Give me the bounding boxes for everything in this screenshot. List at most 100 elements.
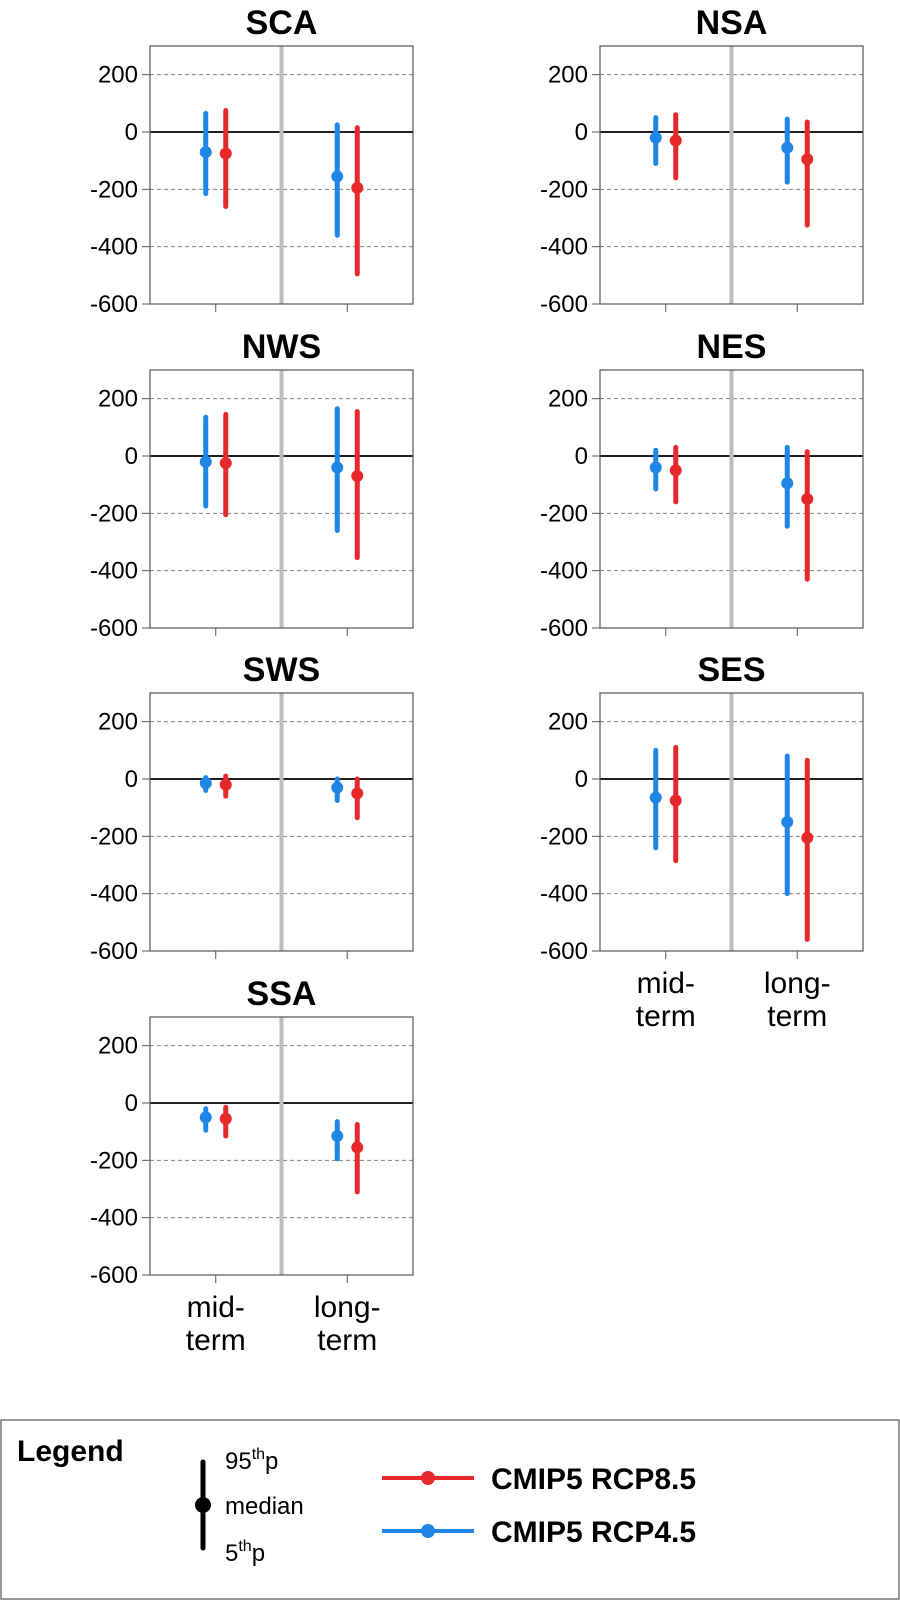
x-category-label: mid-	[637, 967, 695, 1000]
panel-title: SWS	[243, 651, 320, 689]
panel-title: NWS	[242, 328, 321, 366]
rcp85-median-long	[351, 787, 364, 800]
legend-title: Legend	[17, 1435, 124, 1468]
plot-frame	[599, 692, 864, 952]
rcp85-median-long	[801, 831, 814, 844]
y-tick-label: -400	[540, 234, 588, 261]
y-tick-label: 200	[98, 709, 138, 736]
rcp85-median-mid	[669, 464, 682, 477]
y-tick-label: -200	[540, 176, 588, 203]
y-tick-label: -400	[90, 881, 138, 908]
rcp45-median-long	[331, 781, 344, 794]
rcp85-median-mid	[669, 794, 682, 807]
y-tick-label: -200	[90, 500, 138, 527]
panel-title: NSA	[696, 4, 768, 42]
y-tick-label: 0	[125, 443, 138, 470]
x-category-label: term	[317, 1324, 377, 1357]
rcp85-median-long	[351, 470, 364, 483]
rcp45-median-mid	[649, 461, 662, 474]
panel-title: SSA	[247, 975, 317, 1013]
panel-nsa: NSA 200 0 -200 -400 -600	[540, 4, 864, 318]
y-tick-label: 200	[98, 1033, 138, 1060]
panels: SCA2000-200-400-600NSA2000-200-400-600NW…	[90, 4, 864, 1357]
y-tick-label: -200	[90, 176, 138, 203]
legend-rcp45-marker	[421, 1524, 435, 1538]
plot-frame	[149, 369, 414, 629]
y-tick-label: 0	[575, 766, 588, 793]
y-tick-label: -400	[540, 558, 588, 585]
x-category-label: term	[767, 1000, 827, 1033]
legend-key-marker	[195, 1497, 211, 1513]
x-category-label: long-	[764, 967, 831, 1000]
x-category-label: term	[636, 1000, 696, 1033]
y-tick-label: 0	[125, 1090, 138, 1117]
y-tick-label: 0	[575, 119, 588, 146]
legend-rcp85-label: CMIP5 RCP8.5	[491, 1463, 696, 1496]
rcp45-median-long	[781, 816, 794, 828]
rcp85-median-long	[801, 153, 814, 166]
rcp45-median-mid	[649, 791, 662, 804]
rcp45-median-mid	[199, 1111, 212, 1124]
rcp85-median-long	[801, 493, 814, 505]
rcp45-median-mid	[199, 777, 212, 790]
y-tick-label: -400	[540, 881, 588, 908]
y-tick-label: -400	[90, 1205, 138, 1232]
y-tick-label: -600	[540, 938, 588, 965]
panel-nws: NWS 200 0 -200 -400 -600	[90, 328, 414, 642]
panel-nes: NES 200 0 -200 -400 -600	[540, 328, 864, 642]
rcp85-median-mid	[219, 1112, 232, 1125]
y-tick-label: -200	[540, 500, 588, 527]
panel-title: SES	[697, 651, 765, 689]
rcp85-median-mid	[669, 134, 682, 147]
rcp85-median-mid	[219, 147, 232, 160]
panel-title: NES	[697, 328, 767, 366]
rcp45-median-long	[781, 141, 794, 154]
x-category-label: mid-	[187, 1291, 245, 1324]
y-tick-label: 0	[125, 766, 138, 793]
legend-p5-label: 5thp	[225, 1538, 265, 1567]
legend-p95-label: 95thp	[225, 1446, 278, 1475]
rcp45-median-mid	[199, 146, 212, 159]
y-tick-label: 200	[98, 386, 138, 413]
y-tick-label: -600	[90, 615, 138, 642]
y-tick-label: -200	[540, 823, 588, 850]
rcp45-median-mid	[649, 131, 662, 144]
rcp85-median-long	[351, 181, 364, 194]
y-tick-label: -200	[90, 823, 138, 850]
plot-frame	[149, 692, 414, 952]
rcp45-median-long	[331, 461, 344, 474]
y-tick-label: -600	[540, 291, 588, 318]
plot-frame	[149, 1016, 414, 1276]
y-tick-label: 0	[575, 443, 588, 470]
y-tick-label: 200	[548, 386, 588, 413]
rcp85-median-long	[351, 1141, 364, 1154]
panel-title: SCA	[246, 4, 318, 42]
rcp85-median-mid	[219, 778, 232, 791]
y-tick-label: 200	[98, 62, 138, 89]
x-category-label: term	[186, 1324, 246, 1357]
plot-frame	[149, 45, 414, 305]
legend-rcp85-marker	[421, 1471, 435, 1485]
legend-box	[0, 1419, 900, 1600]
legend-median-label: median	[225, 1493, 304, 1520]
y-tick-label: -600	[90, 1262, 138, 1289]
rcp45-median-long	[331, 170, 344, 183]
rcp45-median-mid	[199, 455, 212, 468]
plot-frame	[599, 45, 864, 305]
legend: Legend 95thp median 5thp CMIP5 RCP8.5 CM…	[0, 1419, 900, 1600]
y-tick-label: -400	[90, 234, 138, 261]
panel-sws: SWS 200 0 -200 -400 -600	[90, 651, 414, 965]
y-tick-label: 0	[125, 119, 138, 146]
y-tick-label: -600	[540, 615, 588, 642]
rcp45-median-long	[781, 477, 794, 490]
x-category-label: long-	[314, 1291, 381, 1324]
legend-rcp45-label: CMIP5 RCP4.5	[491, 1516, 696, 1549]
rcp45-median-long	[331, 1129, 344, 1142]
rcp85-median-mid	[219, 457, 232, 470]
y-tick-label: -600	[90, 291, 138, 318]
y-tick-label: -400	[90, 558, 138, 585]
plot-frame	[599, 369, 864, 629]
